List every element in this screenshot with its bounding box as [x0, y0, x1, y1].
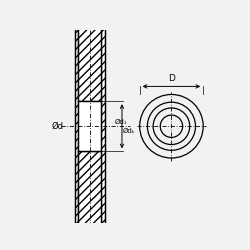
Bar: [78, 0, 101, 101]
Bar: [78, 151, 101, 250]
Bar: [78, 0, 101, 101]
Text: Ød₁: Ød₁: [114, 118, 127, 124]
Text: Ød: Ød: [52, 122, 64, 131]
Bar: [101, 0, 105, 250]
Bar: [74, 0, 78, 250]
Bar: [78, 151, 101, 250]
Text: Ødₖ: Ødₖ: [123, 128, 136, 134]
Bar: [101, 0, 105, 250]
Bar: [74, 0, 105, 250]
Text: D: D: [168, 74, 175, 83]
Bar: [74, 0, 78, 250]
Bar: [78, 101, 101, 151]
